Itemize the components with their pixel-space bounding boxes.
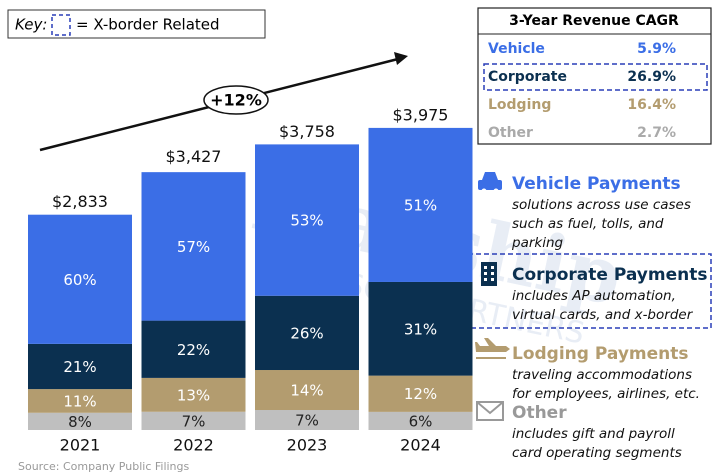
legend-title: Lodging Payments [512,344,689,364]
key-text: = X-border Related [76,16,220,34]
car-icon [478,172,502,194]
bar-segment [255,370,359,411]
segment-label: 12% [404,385,437,403]
x-tick-label: 2022 [173,436,214,455]
bar-segment [28,412,132,430]
segment-label: 22% [177,341,210,359]
legend-description: such as fuel, tolls, and [512,216,664,232]
segment-label: 31% [404,320,437,338]
mail-icon [476,401,504,421]
legend-description: card operating segments [512,445,682,461]
legend-description: for employees, airlines, etc. [512,386,700,402]
total-label: $2,833 [52,192,108,211]
cagr-table [477,7,712,145]
legend-title: Vehicle Payments [512,174,681,194]
segment-label: 13% [177,386,210,404]
bar-segment [141,172,246,321]
x-tick-label: 2024 [400,436,441,455]
building-icon [481,262,497,286]
bar-segment [255,410,359,430]
cagr-name: Corporate [488,69,567,85]
segment-label: 21% [63,358,96,376]
key-symbol [51,14,71,36]
bar-segment [368,375,473,412]
segment-label: 60% [63,271,96,289]
cagr-value: 5.9% [637,41,676,57]
segment-label: 7% [182,412,206,430]
bar-segment [141,377,246,412]
legend-description: traveling accommodations [512,367,692,383]
key-box [7,9,266,39]
legend-description: includes AP automation, [512,288,676,304]
bar-segment [141,411,246,430]
source: Source: Company Public Filings [18,460,190,473]
annotation: +12% [210,91,262,110]
arrow-head [394,52,408,65]
segment-label: 14% [290,382,323,400]
total-label: $3,975 [393,105,449,124]
legend-description: parking [511,235,564,251]
annotation-bubble [203,85,269,115]
bar-segment [255,295,359,371]
cagr-name: Vehicle [488,41,545,57]
bar-segment [141,320,246,378]
bar-segment [368,411,473,430]
segment-label: 7% [295,412,319,430]
bar-segment [368,281,473,376]
legend-description: solutions across use cases [512,197,691,213]
cagr-name: Other [488,125,533,141]
cagr-value: 26.9% [627,69,676,85]
total-label: $3,427 [166,147,222,166]
x-tick-label: 2021 [60,436,101,455]
legend-description: virtual cards, and x-border [512,307,694,323]
plane-icon [475,338,510,352]
bar-segment [28,214,132,344]
segment-label: 53% [290,212,323,230]
cagr-value: 16.4% [627,97,676,113]
segment-label: 8% [68,413,92,431]
bar-segment [28,343,132,390]
legend-description: includes gift and payroll [512,426,675,442]
cagr-title: 3-Year Revenue CAGR [509,13,679,29]
segment-label: 57% [177,238,210,256]
cagr-name: Lodging [488,97,551,113]
legend-title: Other [512,403,567,423]
key-label: Key: [15,16,47,34]
x-border-box [483,63,708,91]
legend-title: Corporate Payments [512,265,707,285]
bar-segment [255,144,359,296]
segment-label: 51% [404,196,437,214]
bar-segment [368,127,473,282]
segment-label: 26% [290,324,323,342]
bar-segment [28,389,132,413]
segment-label: 6% [409,412,433,430]
cagr-value: 2.7% [637,125,676,141]
total-label: $3,758 [279,122,335,141]
segment-label: 11% [63,392,96,410]
x-tick-label: 2023 [287,436,328,455]
